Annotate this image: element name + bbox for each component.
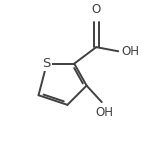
Text: OH: OH [121, 45, 139, 58]
Text: O: O [92, 3, 101, 16]
Text: OH: OH [95, 106, 113, 119]
Text: S: S [43, 57, 51, 70]
